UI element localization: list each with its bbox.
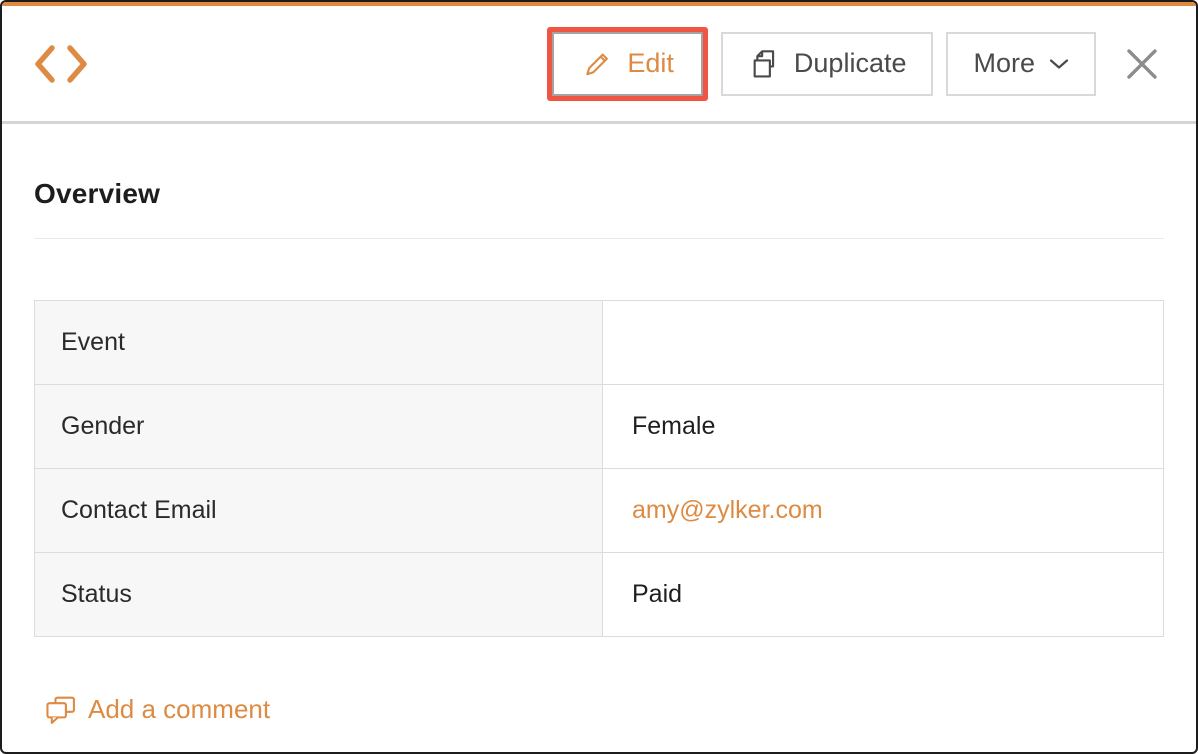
code-icon[interactable] [34, 44, 88, 84]
duplicate-icon [748, 48, 780, 80]
add-comment-label: Add a comment [88, 694, 271, 724]
toolbar-actions: Edit Duplicate More [547, 26, 1160, 101]
duplicate-button-label: Duplicate [793, 48, 907, 78]
field-row: Gender Female [35, 384, 1163, 468]
field-label: Event [35, 301, 603, 384]
top-accent-bar [2, 2, 1196, 6]
field-label: Contact Email [35, 469, 603, 552]
section-title: Overview [34, 178, 161, 209]
section-divider [34, 238, 1164, 239]
add-comment-link[interactable]: Add a comment [45, 694, 270, 725]
field-label: Gender [35, 385, 603, 468]
field-value [603, 301, 1163, 384]
more-button-label: More [973, 48, 1035, 78]
duplicate-button[interactable]: Duplicate [720, 31, 934, 96]
pencil-icon [581, 48, 613, 80]
field-value-link[interactable]: amy@zylker.com [603, 469, 1163, 552]
record-table: Event Gender Female Contact Email amy@zylker… [34, 300, 1164, 637]
field-label: Status [35, 553, 603, 636]
toolbar: Edit Duplicate More [2, 6, 1196, 124]
edit-button-label: Edit [627, 48, 674, 78]
close-icon[interactable] [1124, 46, 1160, 82]
chevron-down-icon [1049, 58, 1069, 70]
more-button[interactable]: More [946, 31, 1096, 96]
field-value: Paid [603, 553, 1163, 636]
field-row: Status Paid [35, 552, 1163, 636]
field-value: Female [603, 385, 1163, 468]
field-row: Event [35, 301, 1163, 384]
record-detail-body: Overview Event Gender Female Contact Email a… [2, 124, 1196, 752]
edit-button[interactable]: Edit [552, 31, 703, 96]
comment-icon [45, 695, 77, 725]
field-row: Contact Email amy@zylker.com [35, 468, 1163, 552]
edit-button-highlight: Edit [547, 26, 708, 101]
